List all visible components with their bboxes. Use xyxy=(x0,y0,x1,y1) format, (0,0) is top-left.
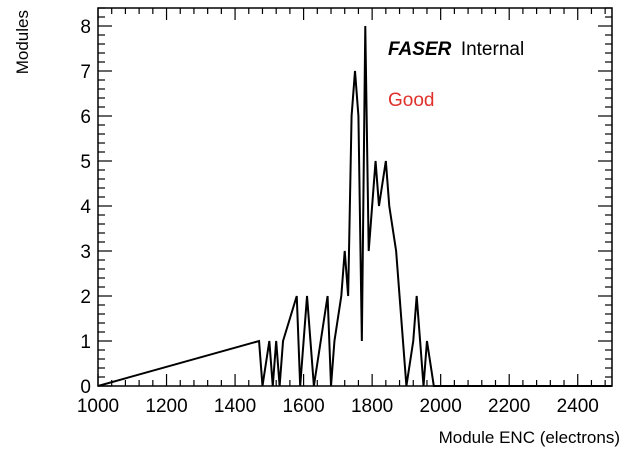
histogram-bin xyxy=(365,26,368,386)
y-tick-label: 8 xyxy=(80,17,91,38)
histogram-bin xyxy=(369,251,372,386)
y-tick-label: 5 xyxy=(80,152,91,173)
experiment-label: FASER Internal xyxy=(388,39,524,60)
histogram-bin xyxy=(430,341,433,386)
selection-label: Good xyxy=(388,90,434,111)
x-tick-label: 1000 xyxy=(77,396,119,417)
histogram-bin xyxy=(334,341,337,386)
histogram-bin xyxy=(269,341,272,386)
experiment-status: Internal xyxy=(461,39,524,60)
histogram-bin xyxy=(362,341,365,386)
histogram-bin xyxy=(341,296,344,386)
x-tick-label: 1600 xyxy=(282,396,324,417)
histogram-bin xyxy=(417,296,420,386)
histogram-bin xyxy=(310,341,313,386)
histogram-bin xyxy=(259,341,262,386)
x-tick-label: 2400 xyxy=(557,396,599,417)
x-tick-label: 2000 xyxy=(420,396,462,417)
x-tick-label: 2200 xyxy=(488,396,530,417)
x-tick-label: 1800 xyxy=(351,396,393,417)
histogram-bin xyxy=(389,206,392,386)
histogram-bin xyxy=(348,296,351,386)
y-tick-label: 1 xyxy=(80,332,91,353)
y-tick-label: 2 xyxy=(80,287,91,308)
histogram-bin xyxy=(379,206,382,386)
histogram-bin xyxy=(403,341,406,386)
histogram-bin xyxy=(386,161,389,386)
histogram-bin xyxy=(358,116,361,386)
histogram-bin xyxy=(372,251,375,386)
histogram-bin xyxy=(283,341,286,386)
histogram-bin xyxy=(400,296,403,386)
histogram-bin xyxy=(290,341,293,386)
histogram-bin xyxy=(393,206,396,386)
x-tick-label: 1400 xyxy=(214,396,256,417)
x-tick-label: 1200 xyxy=(145,396,187,417)
histogram-bin xyxy=(328,296,331,386)
histogram-bin xyxy=(297,296,300,386)
histogram-bin xyxy=(396,251,399,386)
histogram-bin xyxy=(307,296,310,386)
y-axis-label: Modules xyxy=(13,10,32,74)
histogram-bin xyxy=(427,341,430,386)
y-tick-label: 4 xyxy=(80,197,91,218)
histogram-bin xyxy=(338,341,341,386)
y-tick-label: 7 xyxy=(80,62,91,83)
histogram-bin xyxy=(276,341,279,386)
histogram-bin xyxy=(321,341,324,386)
histogram-bin xyxy=(286,341,289,386)
histogram-bin xyxy=(376,161,379,386)
y-tick-label: 3 xyxy=(80,242,91,263)
histogram-bin xyxy=(293,341,296,386)
histogram-bin xyxy=(352,116,355,386)
x-axis-label: Module ENC (electrons) xyxy=(439,428,620,447)
histogram-bin xyxy=(413,341,416,386)
histogram-bin xyxy=(355,71,358,386)
x-tick-labels: 1000 1200 1400 1600 1800 2000 2200 2400 xyxy=(77,396,599,417)
histogram-bin xyxy=(324,341,327,386)
histogram-outline xyxy=(97,25,612,387)
experiment-name: FASER xyxy=(388,39,452,60)
histogram-bin xyxy=(420,341,423,386)
histogram-bin xyxy=(345,251,348,386)
histogram-bin xyxy=(382,206,385,386)
y-tick-label: 6 xyxy=(80,107,91,128)
y-tick-labels: 0 1 2 3 4 5 6 7 8 xyxy=(80,17,91,398)
y-tick-label: 0 xyxy=(80,377,91,398)
axis-ticks xyxy=(97,7,612,387)
